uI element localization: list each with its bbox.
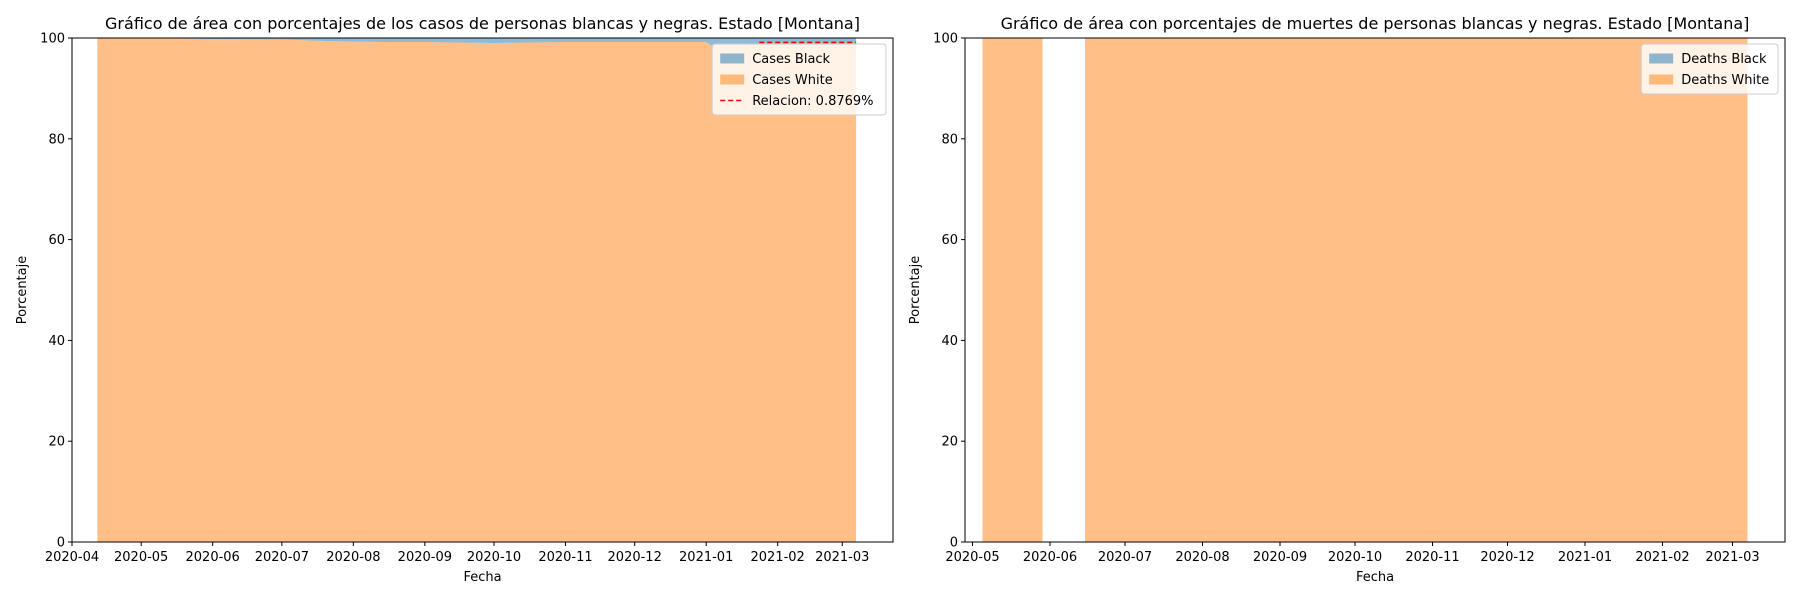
x-tick-label: 2021-02 xyxy=(1635,550,1689,565)
x-tick-label: 2020-09 xyxy=(398,550,452,565)
y-tick-label: 60 xyxy=(941,233,958,248)
y-tick-label: 0 xyxy=(950,536,958,551)
y-tick-label: 100 xyxy=(40,32,65,47)
chart-deaths: 0 20 40 60 80 100 2020-05 2020-06 2020-07 2020-08… xyxy=(908,14,1786,585)
y-tick-label: 40 xyxy=(941,334,958,349)
legend-swatch-deaths-black xyxy=(1649,53,1674,64)
area-cases-white-segment-0 xyxy=(97,38,857,542)
plot-frame xyxy=(71,37,894,543)
area-deaths-white-segment-0 xyxy=(982,38,1043,542)
x-tick-label: 2020-10 xyxy=(1328,550,1382,565)
x-tick-label: 2020-04 xyxy=(45,550,99,565)
legend-swatch-cases-white xyxy=(720,74,745,85)
area-deaths-white-segment-1 xyxy=(1085,38,1748,542)
x-tick-label: 2020-08 xyxy=(1175,550,1229,565)
legend-label: Cases Black xyxy=(752,52,830,67)
x-tick-label: 2021-02 xyxy=(751,550,805,565)
y-tick-label: 60 xyxy=(48,233,65,248)
legend-label: Cases White xyxy=(752,73,833,88)
y-tick-label: 40 xyxy=(48,334,65,349)
x-axis-label: Fecha xyxy=(1356,570,1394,585)
x-tick-label: 2020-12 xyxy=(608,550,662,565)
legend-label: Deaths White xyxy=(1681,73,1769,88)
x-tick-label: 2020-12 xyxy=(1480,550,1534,565)
chart-cases: 0 20 40 60 80 100 2020-04 2020-05 2020-06 2020-07… xyxy=(15,14,894,585)
y-tick-label: 0 xyxy=(57,536,65,551)
x-tick-label: 2021-01 xyxy=(1558,550,1612,565)
legend-label: Relacion: 0.8769% xyxy=(752,94,873,109)
chart-title: Gráfico de área con porcentajes de muert… xyxy=(1001,14,1750,33)
x-tick-label: 2021-03 xyxy=(815,550,869,565)
x-tick-label: 2020-06 xyxy=(1023,550,1077,565)
x-tick-label: 2020-07 xyxy=(1098,550,1152,565)
x-tick-label: 2020-05 xyxy=(114,550,168,565)
y-tick-label: 80 xyxy=(941,132,958,147)
y-tick-label: 100 xyxy=(933,32,958,47)
legend-swatch-deaths-white xyxy=(1649,74,1674,85)
chart-title: Gráfico de área con porcentajes de los c… xyxy=(105,14,860,33)
x-tick-label: 2020-11 xyxy=(538,550,592,565)
legend-label: Deaths Black xyxy=(1681,52,1767,67)
x-tick-label: 2020-09 xyxy=(1253,550,1307,565)
x-tick-label: 2020-07 xyxy=(255,550,309,565)
x-tick-label: 2021-03 xyxy=(1705,550,1759,565)
y-tick-label: 20 xyxy=(48,435,65,450)
x-tick-label: 2020-06 xyxy=(186,550,240,565)
legend: Deaths Black Deaths White xyxy=(1640,43,1779,95)
x-tick-label: 2020-11 xyxy=(1405,550,1459,565)
area-cases-black-segment-0 xyxy=(97,38,857,46)
y-axis-label: Porcentaje xyxy=(908,256,923,324)
y-axis-label: Porcentaje xyxy=(15,256,30,324)
legend-box xyxy=(711,43,887,116)
x-tick-label: 2020-05 xyxy=(945,550,999,565)
x-tick-label: 2021-01 xyxy=(679,550,733,565)
y-tick-label: 80 xyxy=(48,132,65,147)
x-axis-label: Fecha xyxy=(463,570,501,585)
x-tick-label: 2020-08 xyxy=(326,550,380,565)
legend-box xyxy=(1640,43,1779,95)
y-tick-label: 20 xyxy=(941,435,958,450)
x-tick-label: 2020-10 xyxy=(467,550,521,565)
legend: Cases Black Cases White Relacion: 0.8769% xyxy=(711,43,887,116)
legend-swatch-cases-black xyxy=(720,53,745,64)
plot-frame xyxy=(964,37,1786,543)
